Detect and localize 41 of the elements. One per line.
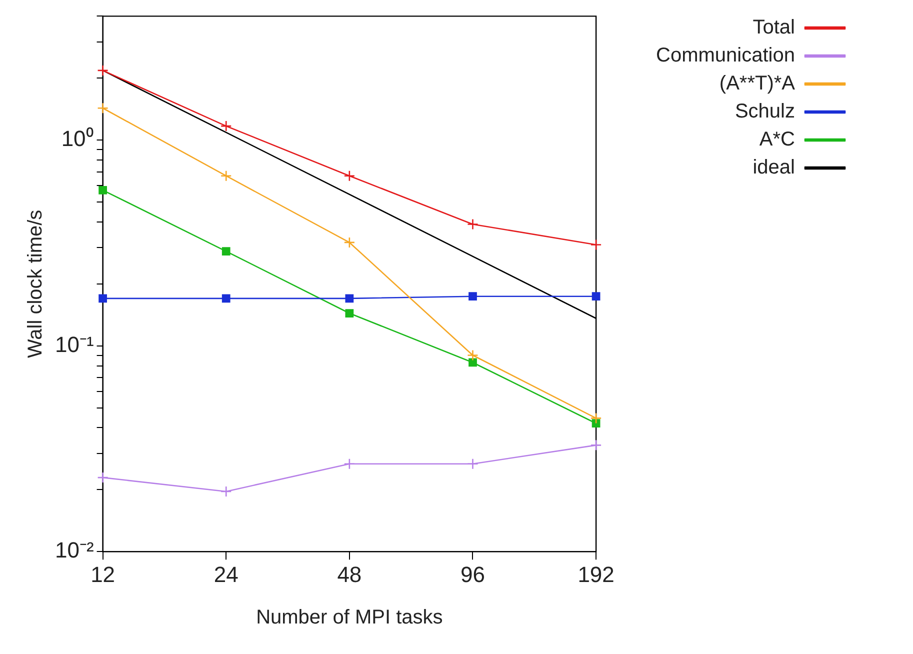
point (220, 486, 232, 498)
y-tick-label: 10⁰ (61, 126, 94, 152)
point (467, 218, 478, 230)
legend-label: ideal (752, 156, 795, 179)
point (345, 309, 354, 318)
x-tick-label: 24 (214, 562, 238, 587)
y-axis-title: Wall clock time/s (24, 210, 47, 358)
point (468, 292, 477, 301)
x-axis-title: Number of MPI tasks (256, 606, 443, 629)
point (97, 102, 108, 114)
legend-label: Communication (656, 44, 795, 67)
point (344, 458, 356, 470)
x-tick-label: 192 (578, 562, 614, 587)
point (467, 350, 478, 361)
point (98, 294, 107, 303)
x-tick-label: 96 (460, 562, 485, 587)
point (220, 170, 232, 182)
point (590, 440, 602, 451)
point (467, 458, 478, 470)
point (222, 247, 230, 256)
point (345, 294, 354, 303)
point (590, 412, 602, 424)
x-tick-label: 12 (90, 562, 116, 587)
legend-label: (A**T)*A (719, 72, 796, 95)
x-tick-label: 48 (337, 562, 362, 587)
y-tick-label: 10⁻² (55, 538, 94, 563)
point (220, 120, 232, 132)
y-tick-label: 10⁻¹ (55, 332, 94, 357)
point (344, 236, 356, 248)
point (468, 358, 477, 367)
legend-label: Schulz (734, 100, 795, 123)
point (590, 239, 602, 250)
point (592, 419, 600, 428)
point (97, 64, 108, 76)
point (98, 186, 107, 194)
legend-label: A*C (759, 128, 795, 151)
point (97, 472, 108, 484)
point (344, 170, 356, 182)
legend-label: Total (752, 16, 795, 39)
point (222, 294, 230, 303)
point (592, 292, 600, 301)
